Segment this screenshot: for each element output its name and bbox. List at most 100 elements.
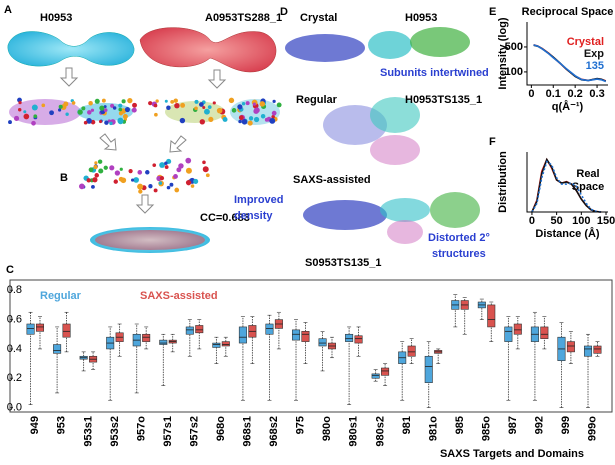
arrow — [59, 67, 227, 214]
atom — [276, 102, 282, 108]
x-tick-label: 949 — [29, 416, 41, 434]
box — [407, 345, 416, 357]
atom — [112, 106, 117, 110]
atom — [153, 103, 158, 108]
box — [593, 345, 602, 354]
atom — [104, 120, 109, 125]
atom — [121, 99, 126, 104]
x-tick-label: 980s2 — [374, 416, 386, 447]
atom — [202, 106, 206, 110]
box — [53, 344, 62, 354]
x-tick-label: 980s1 — [348, 416, 360, 447]
atom — [174, 103, 180, 109]
atom — [86, 178, 91, 183]
atom — [207, 105, 212, 110]
panel-label: D — [280, 6, 288, 18]
x-tick-label: 975 — [295, 416, 307, 434]
panel-label: B — [60, 172, 68, 184]
atom — [185, 167, 192, 174]
atom — [264, 117, 269, 122]
atom — [17, 108, 22, 112]
atom — [166, 185, 171, 190]
atom — [99, 105, 105, 111]
atom — [231, 108, 237, 113]
panel-label: A — [4, 4, 12, 16]
annotation: density — [234, 210, 273, 222]
atom — [228, 97, 235, 104]
atom — [205, 173, 210, 178]
atom — [179, 117, 186, 124]
atom — [78, 183, 85, 190]
x-tick-label: 968s2 — [268, 416, 280, 447]
x-tick-label: 50 — [551, 215, 563, 227]
box — [504, 326, 513, 342]
atom — [159, 162, 165, 168]
atom — [71, 101, 76, 105]
atom — [8, 120, 12, 125]
atom — [103, 105, 107, 109]
atom — [86, 118, 92, 124]
atom — [33, 114, 38, 119]
atom — [49, 110, 54, 116]
atom — [138, 189, 143, 194]
atom — [58, 104, 63, 109]
atom — [113, 179, 118, 184]
box — [159, 339, 168, 345]
atom — [118, 111, 123, 116]
model-title: H0953 — [405, 12, 437, 24]
x-tick-label: 980o — [321, 416, 333, 441]
atom — [148, 101, 153, 106]
line — [531, 160, 602, 213]
atom — [174, 187, 180, 193]
atom — [173, 98, 178, 103]
atom — [109, 165, 115, 171]
box — [35, 323, 45, 332]
atom — [159, 175, 165, 181]
atom — [190, 184, 195, 188]
box — [540, 326, 549, 339]
atom — [110, 103, 115, 108]
atom — [166, 105, 171, 110]
atom — [260, 114, 266, 119]
axis — [526, 152, 608, 213]
atom — [137, 170, 143, 175]
box — [487, 304, 496, 328]
x-tick-label: 0 — [528, 88, 534, 100]
atom — [245, 101, 250, 106]
chart-title: Reciprocal Space — [522, 6, 614, 18]
atom — [77, 109, 83, 115]
y-tick-label: 0.8 — [7, 284, 22, 296]
legend-entry: SAXS-assisted — [140, 290, 218, 302]
atom — [124, 106, 131, 113]
atom — [180, 102, 186, 108]
molecule — [8, 97, 282, 253]
y-tick-label: 500 — [505, 41, 523, 53]
atom — [94, 161, 98, 165]
atom — [63, 101, 69, 107]
atom — [169, 182, 174, 187]
atom — [155, 99, 159, 103]
x-tick-label: 981 — [401, 416, 413, 434]
x-tick-label: 968o — [215, 416, 227, 441]
atom — [158, 181, 163, 185]
plot-frame — [9, 279, 613, 413]
box — [354, 335, 363, 344]
atom — [202, 166, 209, 173]
atom — [216, 107, 223, 114]
atom — [238, 119, 242, 124]
x-tick-label: 987 — [507, 416, 519, 434]
annotation: Distorted 2° — [428, 232, 490, 244]
box — [291, 329, 301, 341]
atom — [247, 120, 253, 126]
atom — [87, 110, 92, 115]
x-tick-label: 999o — [587, 416, 599, 441]
atom — [133, 177, 139, 183]
atom — [193, 178, 199, 184]
y-axis-label: Intensity (log) — [497, 17, 509, 89]
atom — [132, 102, 137, 108]
atom — [31, 104, 38, 111]
box — [513, 323, 522, 335]
x-tick-label: 957s2 — [188, 416, 200, 447]
box — [345, 333, 354, 342]
